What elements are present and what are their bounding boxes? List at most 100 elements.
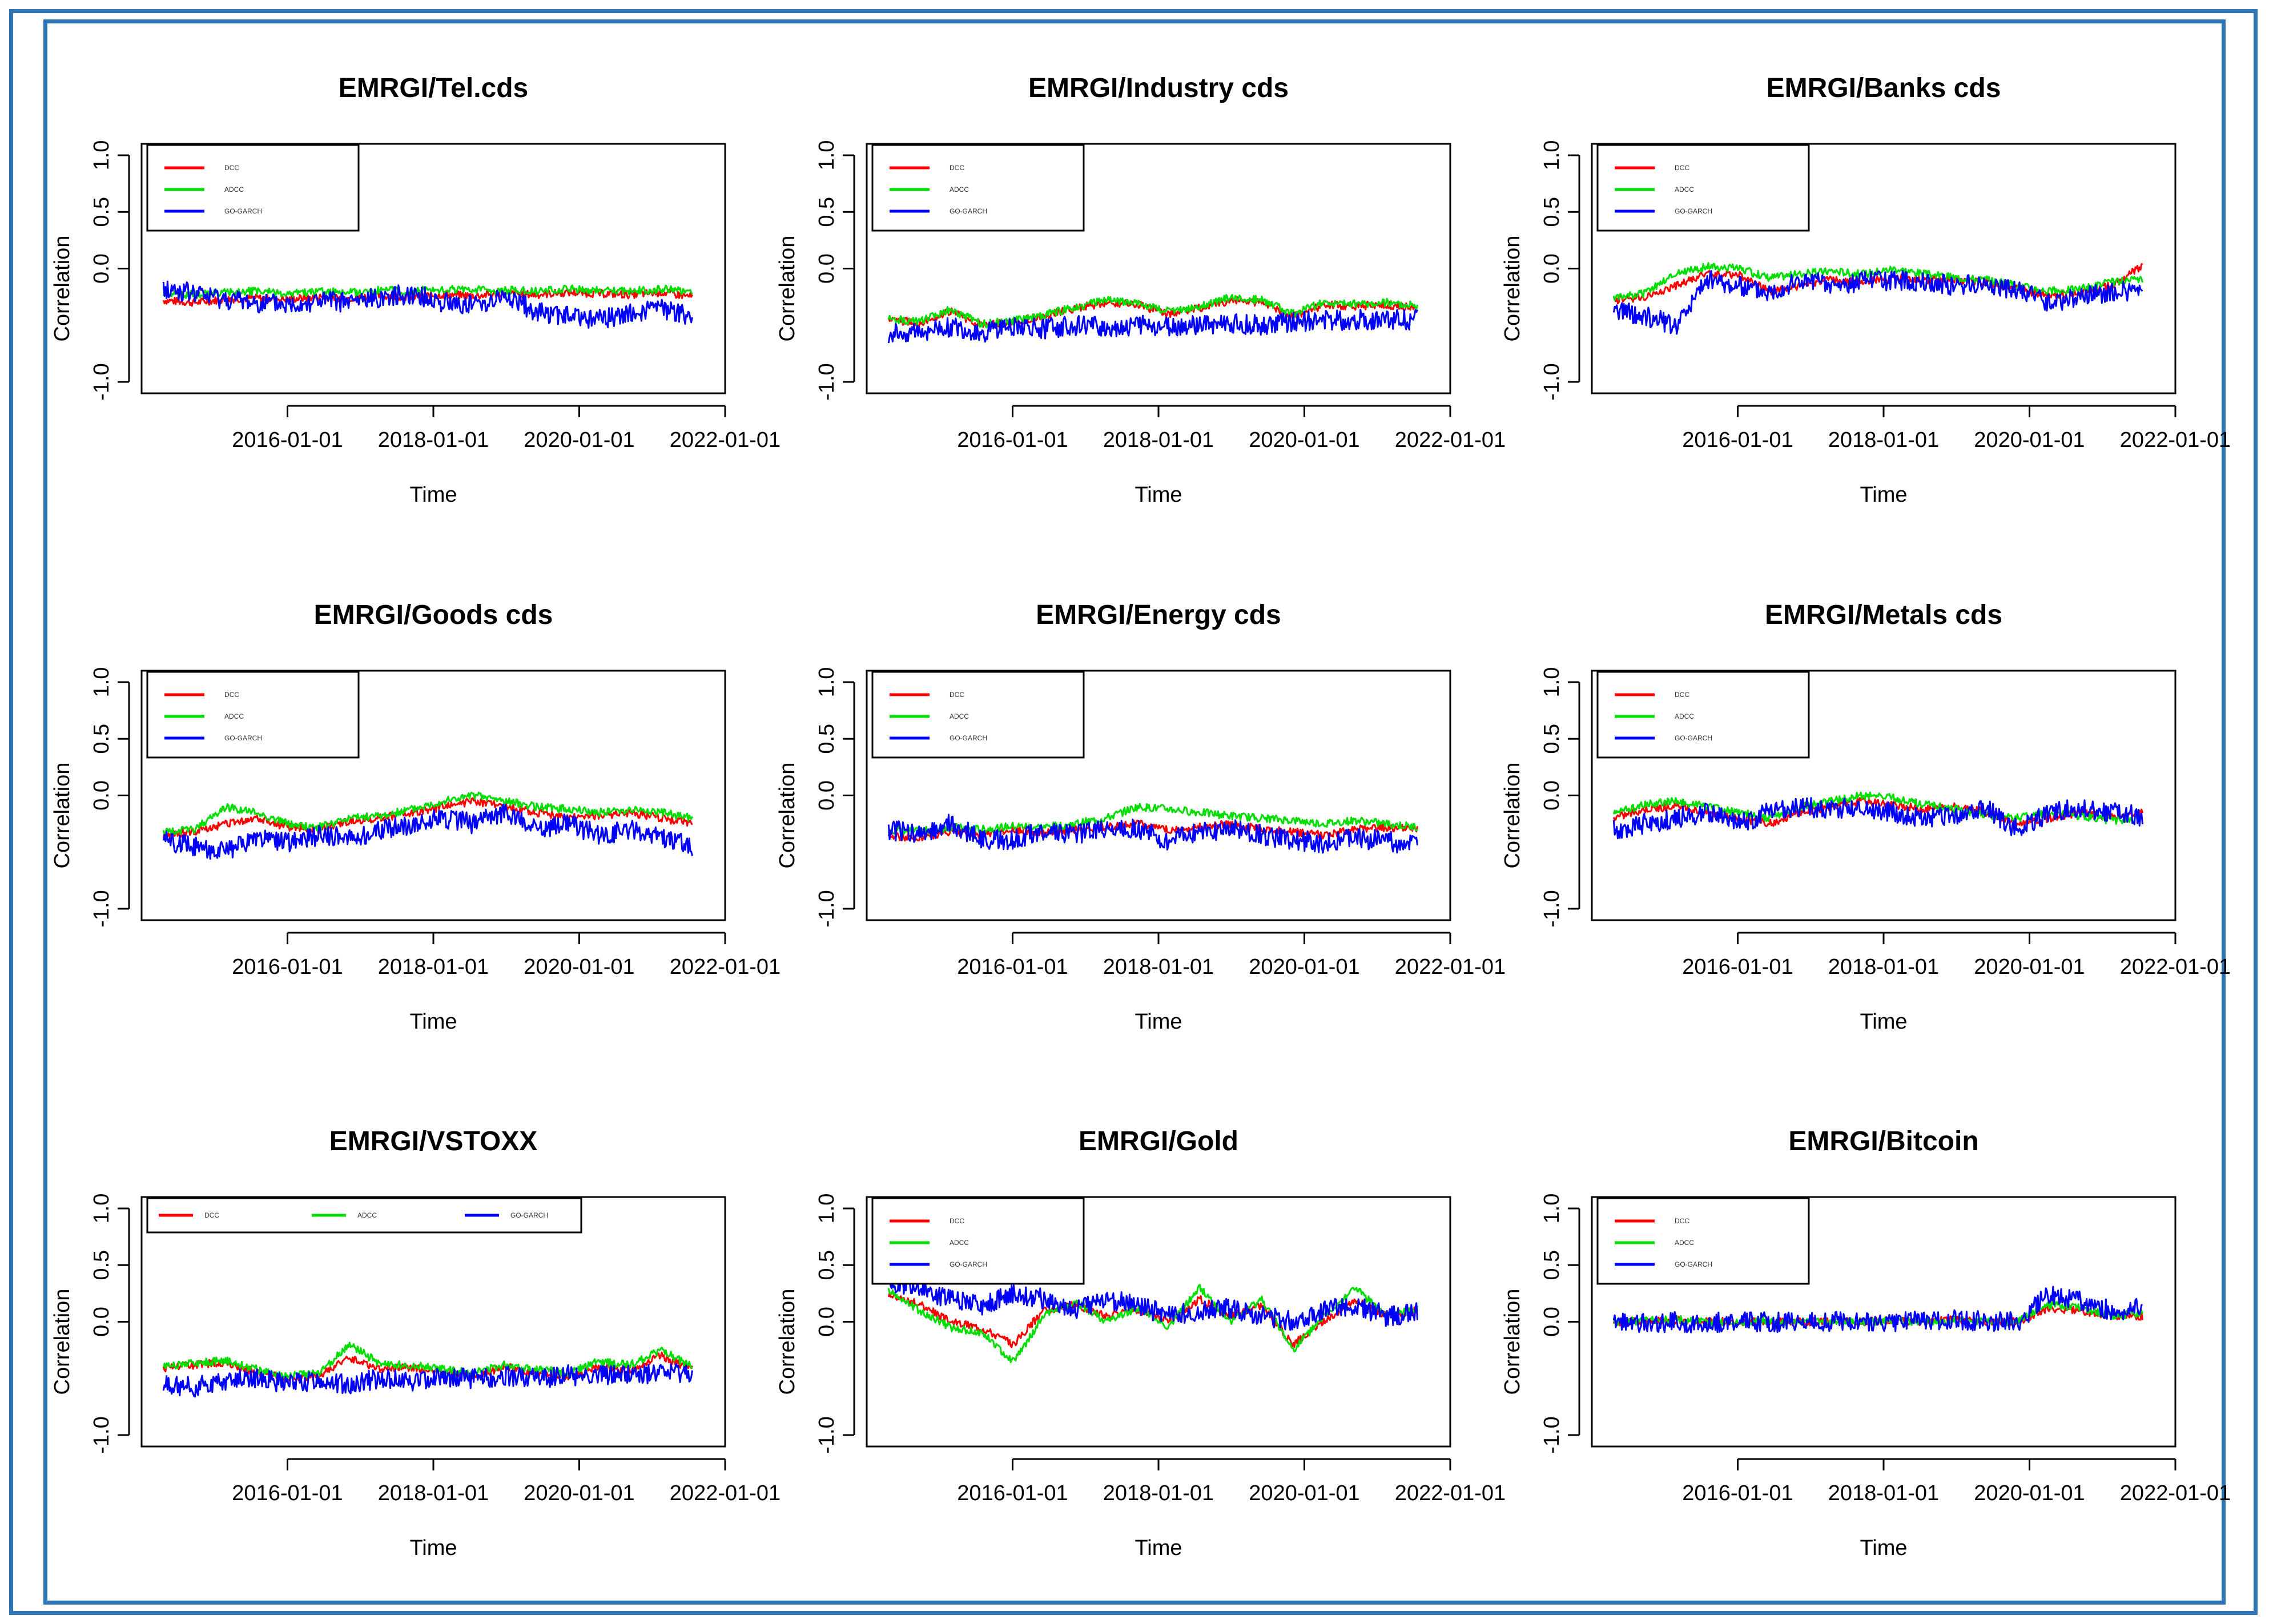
x-tick-label: 2022-01-01	[1395, 428, 1506, 452]
legend-label: ADCC	[950, 1239, 969, 1247]
y-tick-label: 1.0	[90, 140, 114, 171]
x-tick-label: 2018-01-01	[1828, 1481, 1939, 1505]
x-tick-label: 2020-01-01	[524, 428, 634, 452]
x-tick-label: 2018-01-01	[1103, 428, 1214, 452]
y-tick-label: 1.0	[1540, 140, 1564, 171]
legend-label: GO-GARCH	[1675, 1260, 1712, 1268]
legend-label: ADCC	[224, 712, 244, 720]
y-tick-label: 0.5	[815, 197, 839, 227]
legend-label: GO-GARCH	[950, 734, 987, 742]
y-tick-label: 0.5	[815, 1250, 839, 1280]
x-tick-label: 2016-01-01	[232, 955, 343, 979]
legend: DCC ADCC GO-GARCH	[871, 144, 1085, 232]
chart-title: EMRGI/Industry cds	[1028, 73, 1289, 103]
y-tick-label: 1.0	[815, 1194, 839, 1224]
x-tick-label: 2016-01-01	[957, 428, 1068, 452]
y-axis-label: Correlation	[50, 763, 74, 869]
x-tick-label: 2016-01-01	[1682, 428, 1793, 452]
x-tick-label: 2020-01-01	[1249, 1481, 1359, 1505]
x-axis-label: Time	[409, 1536, 457, 1560]
plot-box	[866, 670, 1451, 921]
chart-panel: EMRGI/Banks cds -1.0 0.0 0.5 1.0 Correlation 2…	[1500, 73, 2231, 507]
legend-box	[871, 144, 1085, 232]
legend-label: GO-GARCH	[510, 1211, 548, 1219]
x-tick-label: 2018-01-01	[378, 1481, 489, 1505]
legend-label: DCC	[1675, 691, 1689, 699]
plot-box	[866, 143, 1451, 394]
series-line-dcc	[1612, 263, 2143, 305]
legend-label: ADCC	[1675, 1239, 1694, 1247]
legend-label: GO-GARCH	[1675, 734, 1712, 742]
legend-label: DCC	[950, 691, 964, 699]
plot-box	[140, 1196, 726, 1448]
series-line-go-garch	[887, 1274, 1418, 1331]
y-tick-label: 0.5	[1540, 197, 1564, 227]
chart-title: EMRGI/VSTOXX	[329, 1126, 538, 1156]
chart-panel: EMRGI/Bitcoin -1.0 0.0 0.5 1.0 Correlation 201…	[1500, 1126, 2231, 1560]
x-tick-label: 2022-01-01	[1395, 1481, 1506, 1505]
y-tick-label: 0.0	[815, 780, 839, 811]
legend-label: ADCC	[1675, 186, 1694, 194]
series-line-adcc	[887, 803, 1418, 836]
chart-title: EMRGI/Metals cds	[1765, 600, 2002, 630]
x-tick-label: 2020-01-01	[1249, 428, 1359, 452]
y-tick-label: 0.5	[90, 724, 114, 754]
legend: DCC ADCC GO-GARCH	[146, 144, 360, 232]
legend-label: DCC	[224, 164, 239, 172]
x-axis-label: Time	[1860, 483, 1907, 507]
legend-box	[871, 671, 1085, 759]
series-line-go-garch	[1612, 270, 2143, 335]
x-tick-label: 2018-01-01	[1828, 955, 1939, 979]
x-axis-label: Time	[409, 483, 457, 507]
y-axis-label: Correlation	[775, 763, 799, 869]
chart-title: EMRGI/Tel.cds	[339, 73, 529, 103]
legend-label: DCC	[950, 164, 964, 172]
y-tick-label: -1.0	[90, 1416, 114, 1453]
plot-box	[140, 143, 726, 394]
y-tick-label: 0.5	[1540, 1250, 1564, 1280]
x-axis-label: Time	[1134, 483, 1182, 507]
legend-box	[1596, 144, 1810, 232]
y-tick-label: 1.0	[90, 667, 114, 698]
x-tick-label: 2016-01-01	[232, 428, 343, 452]
y-tick-label: -1.0	[815, 1416, 839, 1453]
series-line-go-garch	[162, 280, 693, 329]
series-line-adcc	[162, 791, 693, 836]
y-axis-label: Correlation	[775, 1289, 799, 1395]
legend: DCC ADCC GO-GARCH	[146, 1197, 582, 1234]
y-tick-label: -1.0	[90, 890, 114, 927]
x-tick-label: 2022-01-01	[670, 1481, 781, 1505]
y-tick-label: -1.0	[90, 363, 114, 400]
legend: DCC ADCC GO-GARCH	[871, 1197, 1085, 1285]
series-line-go-garch	[1612, 1286, 2143, 1333]
y-tick-label: -1.0	[815, 890, 839, 927]
legend-label: ADCC	[224, 186, 244, 194]
plot-box	[1591, 670, 2177, 921]
x-tick-label: 2018-01-01	[1103, 1481, 1214, 1505]
legend-label: GO-GARCH	[950, 207, 987, 215]
legend: DCC ADCC GO-GARCH	[871, 671, 1085, 759]
y-tick-label: 0.0	[1540, 1307, 1564, 1337]
legend-box	[1596, 1197, 1810, 1285]
y-tick-label: 0.5	[815, 724, 839, 754]
legend-box	[1596, 671, 1810, 759]
chart-panel: EMRGI/Metals cds -1.0 0.0 0.5 1.0 Correlation…	[1500, 600, 2231, 1034]
series-line-adcc	[162, 284, 693, 299]
chart-panel: EMRGI/VSTOXX -1.0 0.0 0.5 1.0 Correlation 2016…	[50, 1126, 781, 1560]
x-tick-label: 2016-01-01	[957, 1481, 1068, 1505]
y-tick-label: -1.0	[815, 363, 839, 400]
chart-panel: EMRGI/Energy cds -1.0 0.0 0.5 1.0 Correlation…	[775, 600, 1506, 1034]
legend-label: DCC	[204, 1211, 219, 1219]
series-line-go-garch	[162, 1363, 693, 1398]
y-tick-label: 1.0	[815, 667, 839, 698]
y-tick-label: 0.0	[1540, 780, 1564, 811]
y-tick-label: 0.0	[815, 1307, 839, 1337]
x-axis-label: Time	[409, 1010, 457, 1034]
y-tick-label: -1.0	[1540, 363, 1564, 400]
legend-label: DCC	[224, 691, 239, 699]
legend-label: ADCC	[1675, 712, 1694, 720]
chart-panel: EMRGI/Gold -1.0 0.0 0.5 1.0 Correlation 2016-0…	[775, 1126, 1506, 1560]
legend: DCC ADCC GO-GARCH	[1596, 1197, 1810, 1285]
series-line-dcc	[162, 288, 693, 307]
y-axis-label: Correlation	[50, 1289, 74, 1395]
